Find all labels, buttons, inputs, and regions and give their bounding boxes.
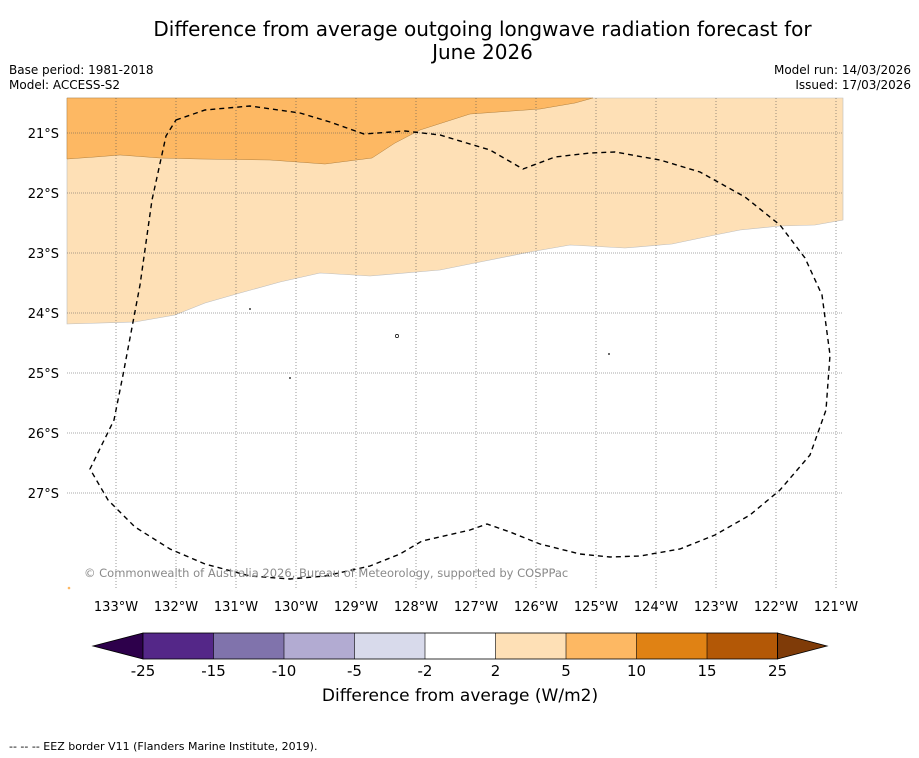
colorbar-bin-6 [495, 633, 566, 659]
colorbar-tick: -15 [201, 662, 226, 680]
lat-gridlines [67, 132, 843, 494]
colorbar-tick: 15 [697, 662, 716, 680]
lat-label-22s: 22°S [28, 187, 59, 202]
colorbar-bin-4 [354, 633, 425, 659]
longitude-labels: 133°W 132°W 131°W 130°W 129°W 128°W 127°… [94, 600, 858, 615]
title-line-1: Difference from average outgoing longwav… [153, 17, 812, 41]
colorbar-tick: -10 [272, 662, 297, 680]
lat-label-23s: 23°S [28, 247, 59, 262]
lon-label-125w: 125°W [574, 600, 618, 615]
meta-right: Model run: 14/03/2026 Issued: 17/03/2026 [774, 63, 911, 93]
colorbar-tick: 2 [491, 662, 501, 680]
colorbar-tick: -25 [131, 662, 156, 680]
colorbar-tick: 25 [768, 662, 787, 680]
issued-text: Issued: 17/03/2026 [795, 78, 911, 92]
lon-label-131w: 131°W [214, 600, 258, 615]
colorbar-bin-3 [284, 633, 355, 659]
colorbar-title: Difference from average (W/m2) [321, 686, 599, 706]
lat-label-26s: 26°S [28, 427, 59, 442]
colorbar-dividers [213, 633, 708, 659]
lon-label-121w: 121°W [814, 600, 858, 615]
lon-label-127w: 127°W [454, 600, 498, 615]
meta-left: Base period: 1981-2018 Model: ACCESS-S2 [9, 63, 154, 93]
title-line-2: June 2026 [432, 40, 533, 64]
colorbar-bin-1 [143, 633, 214, 659]
colorbar-ticks: -25 -15 -10 -5 -2 2 5 10 15 25 [131, 662, 787, 680]
lon-label-123w: 123°W [694, 600, 738, 615]
colorbar-tick: -2 [418, 662, 433, 680]
lon-label-124w: 124°W [634, 600, 678, 615]
lat-label-25s: 25°S [28, 367, 59, 382]
eez-legend: -- -- -- EEZ border V11 (Flanders Marine… [9, 740, 318, 753]
colorbar-tick: -5 [347, 662, 362, 680]
colorbar-bin-8 [636, 633, 707, 659]
lat-label-27s: 27°S [28, 487, 59, 502]
copyright-notice: © Commonwealth of Australia 2026, Bureau… [84, 566, 569, 580]
anomaly-band-orange [66, 97, 594, 165]
latitude-labels: 21°S 22°S 23°S 24°S 25°S 26°S 27°S [28, 127, 59, 502]
lon-gridlines [115, 98, 837, 590]
lon-label-130w: 130°W [274, 600, 318, 615]
lon-label-133w: 133°W [94, 600, 138, 615]
colorbar-outline [142, 632, 778, 660]
map-title: Difference from average outgoing longwav… [100, 18, 865, 64]
colorbar-bin-9 [707, 633, 778, 659]
colorbar-over-arrow [777, 632, 829, 660]
colorbar-bin-2 [213, 633, 284, 659]
map-area [66, 97, 844, 590]
lon-label-126w: 126°W [514, 600, 558, 615]
lon-label-132w: 132°W [154, 600, 198, 615]
lat-label-21s: 21°S [28, 127, 59, 142]
lon-label-128w: 128°W [394, 600, 438, 615]
colorbar-bin-5 [425, 633, 496, 659]
eez-border [89, 105, 831, 580]
colorbar: -25 -15 -10 -5 -2 2 5 10 15 25 [91, 632, 829, 680]
colorbar-tick: 10 [627, 662, 646, 680]
lon-label-129w: 129°W [334, 600, 378, 615]
colorbar-tick: 5 [561, 662, 571, 680]
colorbar-under-arrow [91, 632, 144, 660]
lat-label-24s: 24°S [28, 307, 59, 322]
model-text: Model: ACCESS-S2 [9, 78, 121, 92]
lon-label-122w: 122°W [754, 600, 798, 615]
islands [67, 308, 610, 590]
base-period-text: Base period: 1981-2018 [9, 63, 154, 77]
model-run-text: Model run: 14/03/2026 [773, 63, 911, 77]
colorbar-bin-7 [566, 633, 637, 659]
